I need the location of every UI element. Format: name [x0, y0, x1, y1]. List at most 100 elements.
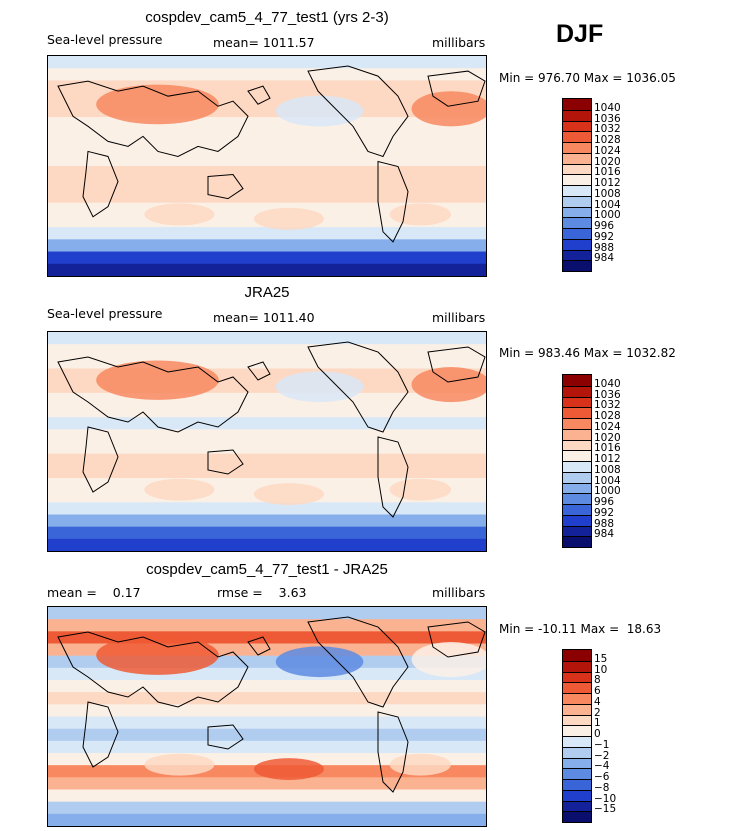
- field-band: [48, 429, 486, 442]
- panel3-title: cospdev_cam5_4_77_test1 - JRA25: [146, 561, 388, 578]
- panel1-minmax: Min = 976.70 Max = 1036.05: [499, 71, 676, 85]
- colorbar-tick-label: 1032: [594, 123, 621, 136]
- field-band: [48, 56, 486, 69]
- colorbar-tick-label: 10: [594, 663, 608, 676]
- field-band: [48, 526, 486, 540]
- field-band: [48, 453, 486, 467]
- coastline: [377, 436, 409, 518]
- coastline: [307, 616, 409, 708]
- colorbar-tick-label: 1004: [594, 474, 621, 487]
- colorbar-swatch: [563, 650, 591, 661]
- colorbar-swatch: [563, 385, 591, 397]
- colorbar-tick-label: 1036: [594, 388, 621, 401]
- colorbar-swatch: [563, 131, 591, 142]
- coastline: [207, 724, 244, 750]
- colorbar-swatch: [563, 185, 591, 196]
- field-band: [48, 789, 486, 803]
- pressure-cell: [144, 203, 215, 226]
- field-band: [48, 141, 486, 155]
- field-band: [48, 728, 486, 742]
- colorbar-tick-label: 1028: [594, 410, 621, 422]
- colorbar-tick-label: 1024: [594, 420, 621, 433]
- colorbar-swatch: [563, 120, 591, 132]
- field-band: [48, 813, 486, 826]
- field-band: [48, 332, 486, 345]
- colorbar-swatch: [563, 811, 591, 822]
- pressure-cell: [96, 635, 219, 675]
- field-band: [48, 239, 486, 253]
- colorbar-tick-label: 1024: [594, 144, 621, 157]
- colorbar-tick-label: 1012: [594, 453, 621, 465]
- colorbar-swatch: [563, 736, 591, 747]
- colorbar-swatch: [563, 789, 591, 801]
- pressure-cell: [411, 91, 486, 127]
- colorbar-tick-label: 1: [594, 717, 601, 730]
- colorbar-tick-label: 1000: [594, 485, 621, 498]
- panel1-map: [47, 55, 487, 277]
- colorbar-swatch: [563, 536, 591, 547]
- field-band: [48, 801, 486, 815]
- panel2-variable: Sea-level pressure: [47, 306, 163, 321]
- panel1-title: cospdev_cam5_4_77_test1 (yrs 2-3): [145, 9, 389, 26]
- field-band: [48, 441, 486, 455]
- colorbar-tick-label: 1032: [594, 399, 621, 412]
- colorbar-swatch: [563, 260, 591, 271]
- coastline: [377, 711, 409, 793]
- field-band: [48, 538, 486, 551]
- colorbar-swatch: [563, 746, 591, 758]
- colorbar-swatch: [563, 461, 591, 472]
- colorbar-tick-label: 1020: [594, 155, 621, 168]
- colorbar-tick-label: 2: [594, 706, 601, 719]
- field-band: [48, 777, 486, 790]
- colorbar-swatch: [563, 493, 591, 504]
- field-band: [48, 263, 486, 276]
- colorbar-tick-label: 1008: [594, 463, 621, 476]
- season-label: DJF: [556, 20, 604, 48]
- field-band: [48, 166, 486, 179]
- coastline: [57, 80, 249, 157]
- panel1-map-field: [48, 56, 486, 276]
- coastline: [427, 346, 486, 383]
- panel3-map-field: [48, 607, 486, 826]
- coastline: [307, 65, 409, 158]
- colorbar-swatch: [563, 396, 591, 408]
- colorbar-swatch: [563, 693, 591, 704]
- colorbar-swatch: [563, 249, 591, 261]
- panel2-colorbar: [562, 374, 592, 548]
- colorbar-swatch: [563, 407, 591, 418]
- colorbar-tick-label: 1004: [594, 198, 621, 211]
- coastline: [57, 356, 249, 433]
- colorbar-swatch: [563, 418, 591, 429]
- panel2-map: [47, 331, 487, 552]
- field-band: [48, 227, 486, 240]
- pressure-cell: [253, 483, 324, 506]
- colorbar-swatch: [563, 228, 591, 239]
- colorbar-tick-label: 988: [594, 241, 615, 254]
- colorbar-swatch: [563, 725, 591, 736]
- colorbar-tick-label: 992: [594, 230, 615, 243]
- colorbar-tick-label: 1012: [594, 177, 621, 189]
- colorbar-swatch: [563, 99, 591, 110]
- pressure-cell: [275, 646, 364, 678]
- field-band: [48, 692, 486, 705]
- colorbar-tick-label: −15: [594, 803, 617, 816]
- coastline: [82, 150, 119, 218]
- colorbar-swatch: [563, 195, 591, 207]
- panel2-minmax: Min = 983.46 Max = 1032.82: [499, 346, 676, 360]
- colorbar-swatch: [563, 450, 591, 461]
- panel3-rmse: rmse = 3.63: [217, 585, 307, 600]
- colorbar-swatch: [563, 525, 591, 537]
- colorbar-swatch: [563, 238, 591, 250]
- colorbar-tick-label: −8: [594, 781, 610, 794]
- colorbar-swatch: [563, 174, 591, 185]
- field-band: [48, 619, 486, 632]
- panel1-mean: mean= 1011.57: [213, 35, 315, 50]
- coastline: [307, 341, 409, 433]
- colorbar-tick-label: −10: [594, 792, 617, 805]
- colorbar-swatch: [563, 375, 591, 386]
- colorbar-tick-label: 984: [594, 252, 615, 265]
- coastline: [247, 361, 271, 381]
- colorbar-tick-label: 15: [594, 652, 608, 665]
- field-band: [48, 704, 486, 717]
- coastline: [207, 174, 244, 200]
